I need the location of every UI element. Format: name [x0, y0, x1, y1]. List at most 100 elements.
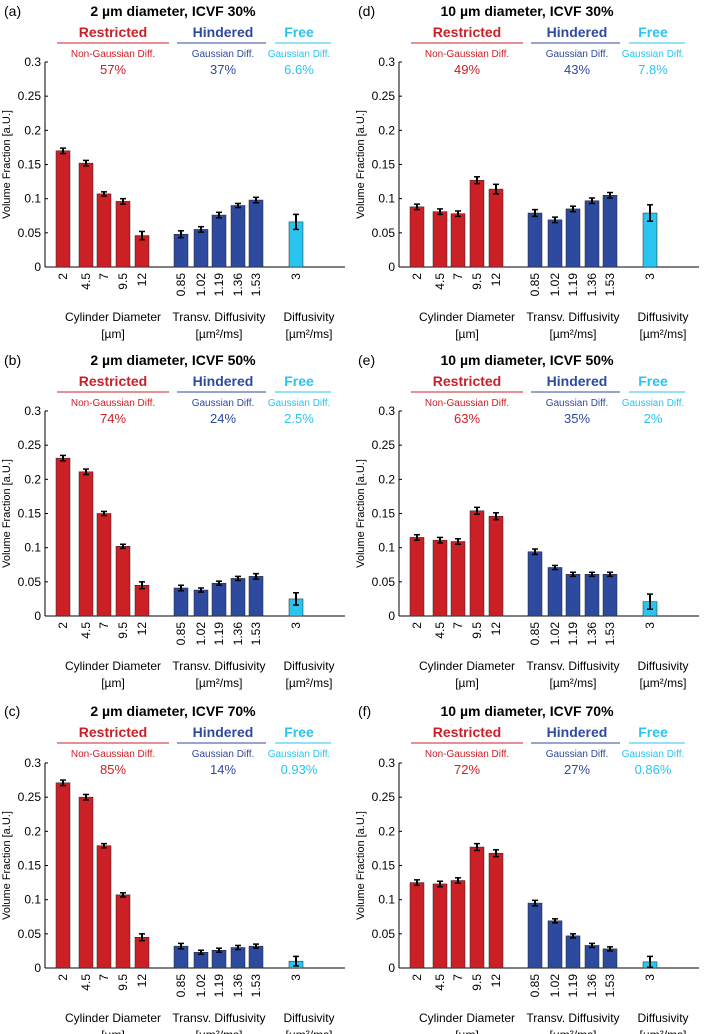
group-percent: 37%	[210, 62, 236, 77]
x-tick-label: 1.02	[548, 622, 562, 646]
group-percent: 74%	[100, 411, 126, 426]
x-tick-label: 4.5	[433, 622, 447, 639]
x-tick-label: 4.5	[433, 273, 447, 290]
group-subtitle: Gaussian Diff.	[268, 49, 331, 60]
y-tick-label: 0.25	[18, 790, 42, 804]
x-tick-label: 0.85	[528, 622, 542, 646]
y-tick-label: 0.25	[18, 438, 42, 452]
group-name: Restricted	[79, 724, 147, 740]
chart-title: 2 µm diameter, ICVF 70%	[90, 703, 256, 719]
bar-hindered-1	[547, 219, 563, 268]
x-tick-label: 0.85	[528, 273, 542, 297]
group-name: Free	[284, 373, 314, 389]
group-percent: 72%	[454, 762, 480, 777]
y-tick-label: 0.1	[24, 541, 41, 555]
bar-restricted-0	[55, 150, 71, 268]
x-tick-label: 3	[289, 622, 303, 629]
bar-hindered-4	[602, 195, 618, 268]
bar-restricted-2	[450, 880, 466, 969]
bar-restricted-0	[55, 782, 71, 969]
x-group-label: Cylinder Diameter	[65, 1011, 161, 1025]
bar-hindered-2	[565, 574, 581, 617]
y-axis-label: Volume Fraction [a.U.]	[1, 811, 13, 920]
group-subtitle: Non-Gaussian Diff.	[425, 49, 509, 60]
group-percent: 43%	[564, 62, 590, 77]
x-tick-label: 7	[97, 273, 111, 280]
group-percent: 49%	[454, 62, 480, 77]
y-tick-label: 0.15	[372, 859, 396, 873]
bar-restricted-1	[432, 211, 448, 268]
x-tick-label: 1.19	[212, 273, 226, 297]
x-tick-label: 1.19	[212, 974, 226, 998]
y-tick-label: 0.25	[18, 89, 42, 103]
x-group-label: [µm²/ms]	[640, 327, 687, 341]
bar-hindered-4	[602, 948, 618, 969]
y-tick-label: 0.15	[18, 859, 42, 873]
group-name: Free	[284, 24, 314, 40]
x-tick-label: 7	[97, 622, 111, 629]
group-subtitle: Gaussian Diff.	[268, 749, 331, 760]
bar-restricted-1	[78, 796, 94, 969]
group-name: Restricted	[79, 373, 147, 389]
x-tick-label: 1.36	[231, 273, 245, 297]
bar-restricted-0	[409, 206, 425, 268]
x-group-label: Diffusivity	[283, 310, 334, 324]
x-group-label: [µm]	[455, 1028, 479, 1034]
y-tick-label: 0.3	[24, 55, 41, 69]
y-tick-label: 0.15	[18, 158, 42, 172]
y-tick-label: 0.25	[372, 790, 396, 804]
x-group-label: Transv. Diffusivity	[526, 310, 619, 324]
y-tick-label: 0.05	[372, 575, 396, 589]
bar-hindered-3	[584, 945, 600, 969]
bar-restricted-4	[488, 852, 504, 969]
bar-restricted-3	[469, 510, 485, 617]
x-tick-label: 7	[451, 974, 465, 981]
x-tick-label: 9.5	[116, 622, 130, 639]
bar-restricted-4	[134, 937, 150, 969]
x-tick-label: 1.02	[194, 273, 208, 297]
x-group-label: Diffusivity	[637, 1011, 688, 1025]
x-group-label: [µm²/ms]	[196, 1028, 243, 1034]
x-tick-label: 12	[489, 273, 503, 287]
bar-restricted-4	[134, 585, 150, 617]
bar-hindered-0	[173, 587, 189, 617]
bar-restricted-2	[96, 513, 112, 617]
panel-label: (e)	[358, 352, 375, 368]
x-tick-label: 12	[135, 273, 149, 287]
bar-hindered-4	[248, 945, 264, 969]
y-tick-label: 0.15	[372, 507, 396, 521]
y-tick-label: 0.3	[378, 55, 395, 69]
x-tick-label: 3	[643, 622, 657, 629]
group-percent: 85%	[100, 762, 126, 777]
bar-restricted-2	[96, 845, 112, 969]
x-group-label: [µm²/ms]	[196, 676, 243, 690]
y-tick-label: 0.3	[378, 404, 395, 418]
y-tick-label: 0	[388, 609, 395, 623]
x-tick-label: 3	[289, 974, 303, 981]
chart-title: 2 µm diameter, ICVF 50%	[90, 352, 256, 368]
x-tick-label: 12	[489, 622, 503, 636]
x-group-label: Cylinder Diameter	[419, 659, 515, 673]
bar-hindered-1	[193, 589, 209, 617]
y-tick-label: 0.15	[372, 158, 396, 172]
group-subtitle: Gaussian Diff.	[622, 398, 685, 409]
bar-restricted-3	[115, 894, 131, 969]
group-percent: 2%	[644, 411, 663, 426]
x-group-label: Diffusivity	[637, 659, 688, 673]
group-percent: 0.86%	[635, 762, 672, 777]
bar-hindered-1	[193, 229, 209, 268]
bar-restricted-3	[469, 179, 485, 268]
y-axis-label: Volume Fraction [a.U.]	[355, 459, 367, 568]
x-tick-label: 0.85	[174, 622, 188, 646]
y-tick-label: 0.1	[378, 192, 395, 206]
x-tick-label: 1.53	[249, 273, 263, 297]
x-tick-label: 4.5	[79, 622, 93, 639]
x-group-label: Transv. Diffusivity	[526, 659, 619, 673]
group-name: Hindered	[547, 724, 608, 740]
x-group-label: [µm]	[455, 676, 479, 690]
y-axis-label: Volume Fraction [a.U.]	[355, 811, 367, 920]
group-subtitle: Gaussian Diff.	[546, 398, 609, 409]
bar-hindered-1	[547, 567, 563, 617]
y-tick-label: 0	[34, 961, 41, 975]
x-tick-label: 1.02	[548, 974, 562, 998]
